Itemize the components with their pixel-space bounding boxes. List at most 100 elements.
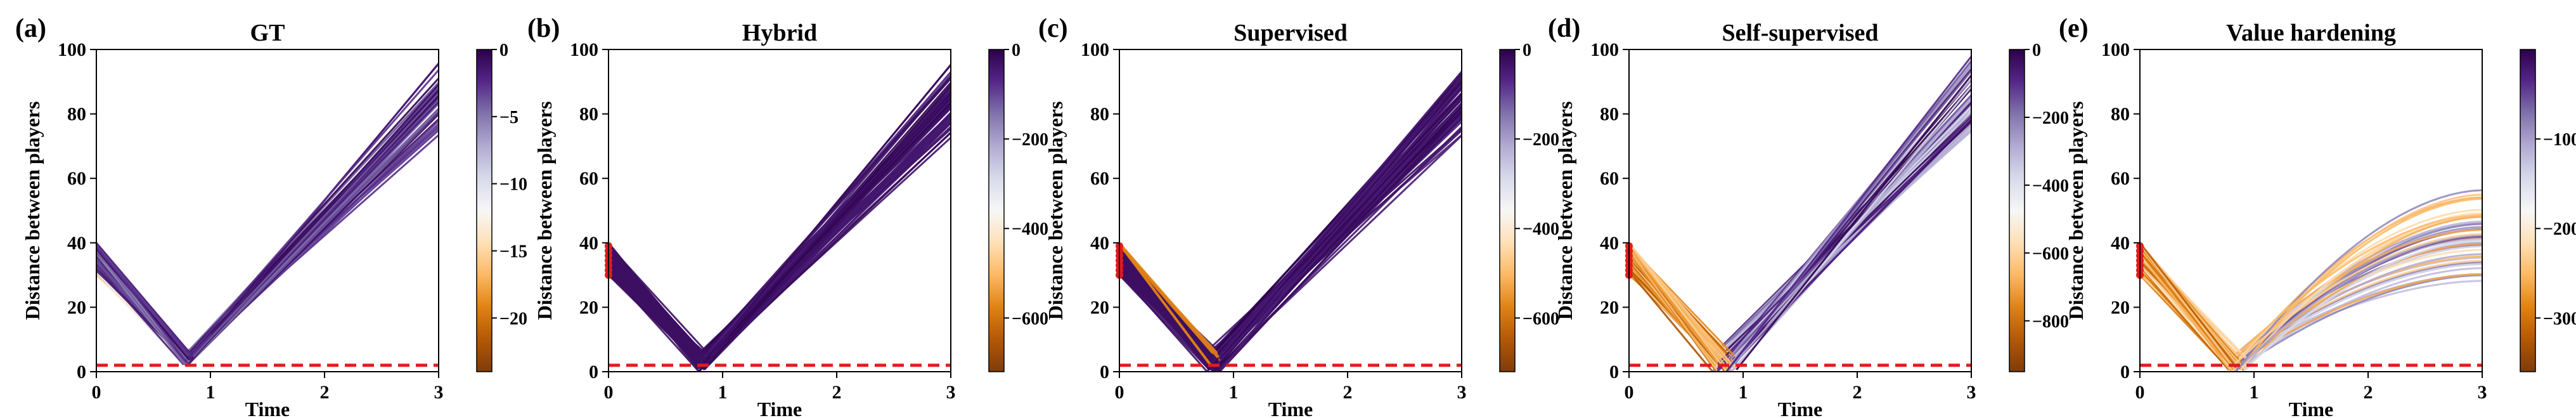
y-tick-label: 100 [2101,39,2130,60]
x-tick-label: 2 [1343,382,1353,403]
x-tick-label: 2 [1853,382,1862,403]
colorbar-tick-label: 0 [2032,41,2041,60]
axes-frame [1119,49,1462,372]
trajectory-descent [1629,246,1719,365]
trajectory-ascent [1728,98,1971,370]
trajectory-descent [96,249,186,365]
colorbar-tick-label: −1000 [2543,130,2576,150]
trajectory-ascent [2235,267,2482,372]
trajectory-descent [2140,242,2239,357]
x-tick-label: 1 [206,382,216,403]
trajectory-ascent [1726,115,1971,371]
x-tick-label: 0 [1625,382,1634,403]
trajectory-descent [96,265,184,365]
colorbar-tick-label: −600 [2032,244,2069,264]
trajectory-descent [1119,260,1209,370]
x-axis-label: Time [757,398,802,418]
panel-label: (a) [15,14,46,43]
trajectory-descent [1629,242,1737,370]
colorbar-tick-label: −5 [499,108,518,127]
trajectory-descent [609,244,704,365]
y-tick-label: 20 [67,297,86,318]
panel-title: Hybrid [742,20,817,46]
colorbar-tick-label: −400 [1012,219,1048,239]
y-tick-label: 0 [1609,362,1619,382]
colorbar-tick-label: 0 [1523,41,1531,60]
colorbar-tick-label: −400 [2032,176,2069,196]
colorbar-tick-label: −3000 [2543,309,2576,329]
y-tick-label: 40 [1600,233,1619,254]
x-tick-label: 3 [1457,382,1467,403]
trajectory-ascent [2233,274,2482,372]
x-tick-label: 0 [92,382,101,403]
y-tick-label: 100 [570,39,598,60]
y-tick-label: 60 [2111,168,2130,189]
axes-frame [608,49,951,372]
trajectory-ascent [2227,273,2482,370]
y-axis-label: Distance between players [2064,101,2087,320]
y-tick-label: 80 [579,104,598,125]
y-tick-label: 40 [2111,233,2130,254]
colorbar [2520,49,2536,372]
y-tick-label: 0 [589,362,598,382]
x-axis-label: Time [245,398,290,418]
trajectory-descent [609,242,704,360]
panel-title: Self-supervised [1722,20,1879,46]
trajectory-descent [609,251,700,366]
axes-frame [2139,49,2483,372]
x-axis-label: Time [1268,398,1313,418]
y-tick-label: 20 [579,297,598,318]
trajectory-ascent [2237,214,2482,357]
x-axis-label: Time [2289,398,2334,418]
trajectory-descent [1629,242,1728,372]
x-tick-label: 3 [946,382,956,403]
colorbar-tick-label: −800 [2032,312,2069,332]
trajectory-ascent [2243,239,2482,372]
x-tick-label: 0 [2135,382,2145,403]
colorbar-tick-label: −15 [499,242,527,262]
colorbar-tick-label: −200 [1523,130,1559,150]
panel-label: (d) [1548,14,1580,43]
panel-title: GT [250,20,285,46]
y-tick-label: 20 [2111,297,2130,318]
trajectory-ascent [706,102,951,367]
y-tick-label: 0 [2120,362,2130,382]
axes-frame [96,49,439,372]
trajectory-ascent [702,95,951,360]
colorbar-tick-label: −10 [499,175,527,195]
colorbar-tick-label: −400 [1523,219,1559,239]
trajectory-descent [609,270,700,372]
panel-label: (e) [2059,14,2089,43]
colorbar [988,49,1005,372]
colorbar-tick-label: −20 [499,309,527,329]
y-tick-label: 80 [1600,104,1619,125]
y-axis-label: Distance between players [533,101,556,320]
colorbar-tick-label: −600 [1523,309,1559,329]
trajectory-descent [609,256,700,372]
y-tick-label: 60 [67,168,86,189]
trajectory-ascent [2239,233,2482,368]
trajectory-ascent [1218,70,1462,358]
trajectory-descent [1629,270,1713,372]
x-tick-label: 2 [832,382,842,403]
trajectory-ascent [700,76,951,357]
y-tick-label: 40 [579,233,598,254]
y-tick-label: 40 [67,233,86,254]
trajectory-ascent [187,103,439,365]
y-tick-label: 0 [1100,362,1109,382]
y-tick-label: 20 [1090,297,1109,318]
trajectory-lines [2140,189,2482,372]
trajectory-ascent [1725,56,1971,372]
trajectory-descent [96,242,195,358]
y-axis-label: Distance between players [1554,101,1576,320]
x-tick-label: 1 [718,382,728,403]
colorbar-tick-label: −600 [1012,309,1048,329]
trajectory-descent [1119,253,1211,369]
trajectory-descent [1629,249,1718,372]
axes-frame [1628,49,1972,372]
trajectory-descent [2140,244,2238,372]
y-tick-label: 80 [67,104,86,125]
y-tick-label: 0 [77,362,86,382]
trajectory-ascent [1220,88,1462,362]
y-tick-label: 100 [58,39,86,60]
